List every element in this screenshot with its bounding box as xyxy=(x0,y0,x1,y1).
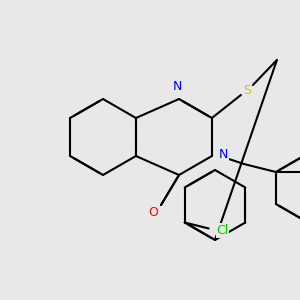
Text: N: N xyxy=(172,80,182,94)
Text: Cl: Cl xyxy=(217,224,229,237)
Text: N: N xyxy=(219,148,229,160)
Text: S: S xyxy=(243,83,251,97)
Text: O: O xyxy=(148,206,158,220)
